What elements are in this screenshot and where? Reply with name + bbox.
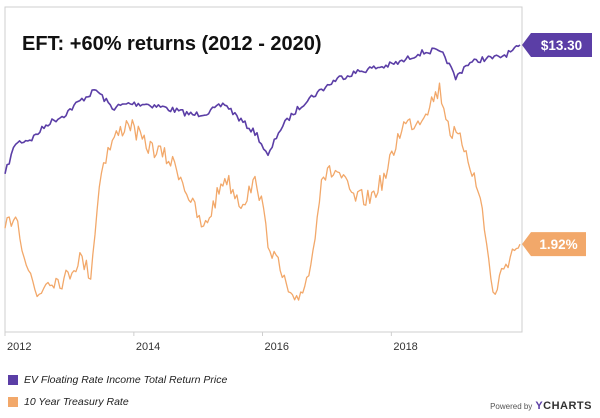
x-tick-label-2018: 2018	[393, 341, 417, 353]
x-tick-label-2016: 2016	[265, 341, 289, 353]
series-line-price	[4, 44, 521, 174]
chart-title: EFT: +60% returns (2012 - 2020)	[22, 33, 322, 55]
legend-swatch-treasury	[8, 397, 18, 407]
series-line-treasury	[4, 82, 521, 301]
end-label-tag-treasury	[522, 232, 586, 257]
series-layer	[4, 44, 521, 301]
end-labels: $13.30 1.92%	[522, 33, 592, 257]
x-axis: 2012 2014 2016 2018	[4, 332, 418, 353]
legend-swatch-price	[8, 375, 18, 385]
footer-attribution: Powered by YCHARTS	[490, 400, 592, 412]
x-tick-label-2014: 2014	[136, 341, 160, 353]
end-label-price: $13.30	[541, 38, 582, 53]
legend-item-price: EV Floating Rate Income Total Return Pri…	[8, 374, 227, 386]
end-label-tag-price	[522, 33, 592, 57]
legend-item-treasury: 10 Year Treasury Rate	[8, 396, 129, 408]
legend-label-treasury: 10 Year Treasury Rate	[24, 396, 129, 408]
ycharts-logo: YCHARTS	[535, 400, 592, 412]
legend-label-price: EV Floating Rate Income Total Return Pri…	[24, 374, 228, 386]
end-label-treasury: 1.92%	[539, 237, 577, 252]
x-tick-label-2012: 2012	[7, 341, 31, 353]
powered-by-text: Powered by	[490, 401, 533, 411]
